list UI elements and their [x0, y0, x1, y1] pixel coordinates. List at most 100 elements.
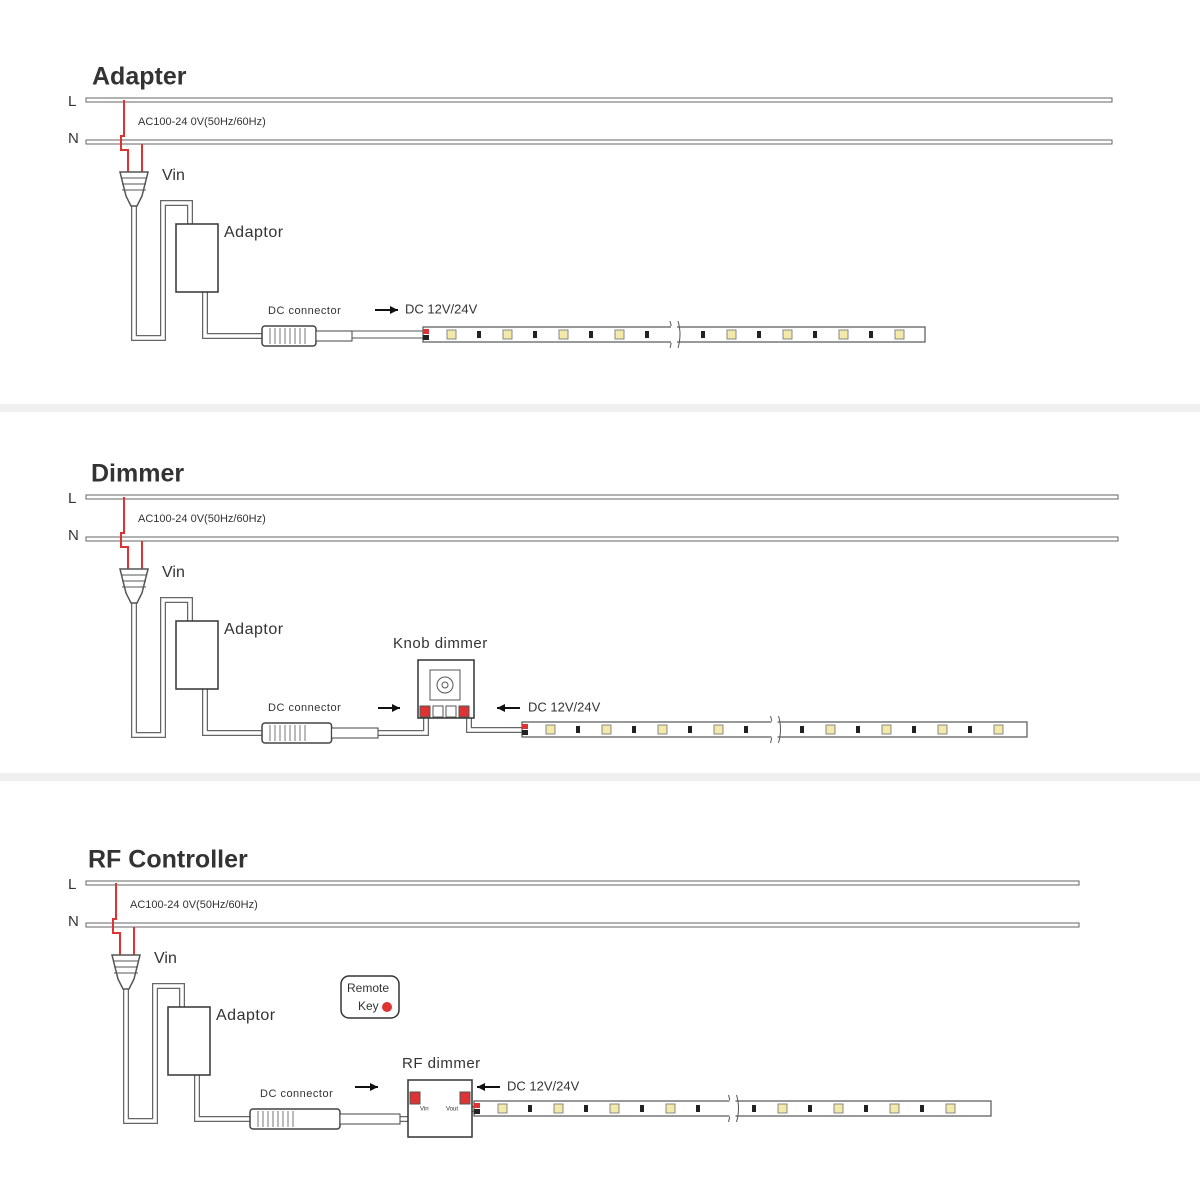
- led: [553, 1103, 564, 1114]
- label: N: [68, 913, 79, 930]
- terminal: [445, 705, 457, 718]
- label: Knob dimmer: [393, 635, 488, 652]
- led: [502, 329, 513, 340]
- pad: [423, 329, 429, 334]
- label: RF dimmer: [402, 1055, 481, 1072]
- resistor: [701, 331, 705, 338]
- resistor: [576, 726, 580, 733]
- resistor: [640, 1105, 644, 1112]
- label: DC connector: [268, 702, 341, 714]
- resistor: [808, 1105, 812, 1112]
- dimmer-box: [407, 1079, 473, 1138]
- cable: [467, 718, 522, 732]
- label: DC connector: [268, 305, 341, 317]
- live-line: [85, 494, 1119, 500]
- separator: [0, 404, 1200, 412]
- cable: [203, 689, 262, 735]
- label: AC100-24 0V(50Hz/60Hz): [138, 116, 266, 128]
- label: Key: [358, 999, 379, 1013]
- label: Vin: [162, 564, 185, 581]
- section: [131, 200, 262, 341]
- arrow-head: [392, 704, 400, 712]
- label: Adaptor: [224, 224, 284, 241]
- led: [657, 724, 668, 735]
- pad: [423, 335, 429, 340]
- led: [665, 1103, 676, 1114]
- resistor: [752, 1105, 756, 1112]
- resistor: [533, 331, 537, 338]
- resistor: [632, 726, 636, 733]
- label: L: [68, 490, 76, 507]
- label: Vout: [446, 1107, 458, 1113]
- resistor: [869, 331, 873, 338]
- led: [609, 1103, 620, 1114]
- remote-key: [382, 1002, 392, 1012]
- cable: [203, 292, 262, 338]
- red-wire: [120, 497, 129, 569]
- live-line: [85, 880, 1080, 886]
- label: Dimmer: [91, 460, 184, 488]
- strip-gap: [771, 721, 778, 738]
- label: AC100-24 0V(50Hz/60Hz): [138, 513, 266, 525]
- plug: [111, 954, 141, 990]
- resistor: [757, 331, 761, 338]
- resistor: [589, 331, 593, 338]
- pad: [474, 1109, 480, 1114]
- separator: [0, 773, 1200, 781]
- cable: [132, 201, 192, 340]
- led: [777, 1103, 788, 1114]
- led: [881, 724, 892, 735]
- red-wire: [112, 883, 121, 955]
- pad: [522, 730, 528, 735]
- resistor: [813, 331, 817, 338]
- plug: [119, 568, 149, 604]
- dc-connector-tip: [339, 1113, 401, 1125]
- label: DC 12V/24V: [507, 1078, 580, 1093]
- neutral-line: [85, 139, 1113, 145]
- label: Vin: [154, 950, 177, 967]
- label: Vin: [162, 167, 185, 184]
- resistor: [856, 726, 860, 733]
- terminal: [432, 705, 444, 718]
- terminal: [419, 705, 431, 718]
- resistor: [968, 726, 972, 733]
- terminal: [409, 1091, 421, 1105]
- label: AC100-24 0V(50Hz/60Hz): [130, 899, 258, 911]
- dc-connector-tip: [331, 727, 379, 739]
- knob-center: [441, 681, 449, 689]
- cable: [378, 718, 428, 735]
- label: Remote: [347, 981, 389, 995]
- label: N: [68, 527, 79, 544]
- label: N: [68, 130, 79, 147]
- adaptor-box: [175, 620, 219, 690]
- adaptor-box: [167, 1006, 211, 1076]
- led: [726, 329, 737, 340]
- resistor: [688, 726, 692, 733]
- arrow-head: [497, 704, 505, 712]
- cable: [124, 984, 184, 1123]
- led: [713, 724, 724, 735]
- strip-gap: [729, 1100, 736, 1117]
- label: Adaptor: [224, 621, 284, 638]
- dc-connector: [261, 722, 333, 744]
- cable: [194, 1075, 250, 1122]
- led: [937, 724, 948, 735]
- live-line: [85, 97, 1113, 103]
- label: Adapter: [92, 63, 187, 91]
- terminal: [458, 705, 470, 718]
- resistor: [696, 1105, 700, 1112]
- cable: [202, 292, 262, 339]
- label: DC connector: [260, 1088, 333, 1100]
- cable: [378, 718, 429, 736]
- label: L: [68, 876, 76, 893]
- cable: [202, 689, 262, 736]
- adaptor-box: [175, 223, 219, 293]
- led: [825, 724, 836, 735]
- cable: [132, 598, 192, 737]
- strip-gap: [671, 326, 677, 343]
- label: DC 12V/24V: [528, 699, 601, 714]
- section: [131, 597, 522, 738]
- led: [993, 724, 1004, 735]
- resistor: [744, 726, 748, 733]
